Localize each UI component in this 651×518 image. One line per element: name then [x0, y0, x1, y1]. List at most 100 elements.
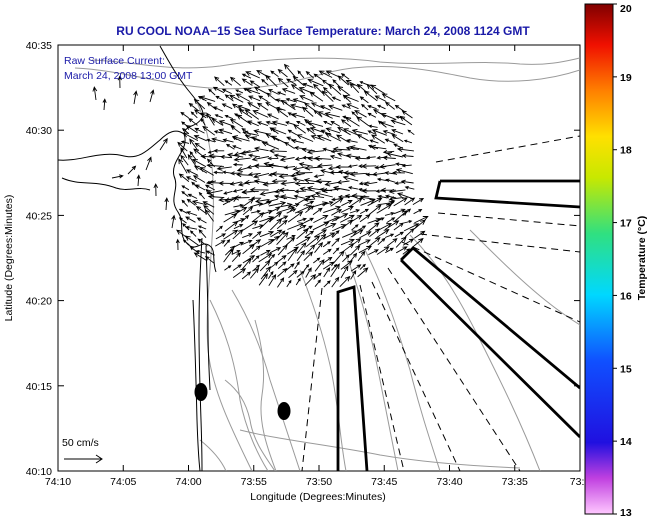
beam-line [419, 233, 580, 253]
current-vector [323, 205, 342, 214]
current-vector [259, 230, 275, 238]
current-vector [322, 200, 334, 206]
current-vector [285, 237, 296, 246]
current-vector [277, 261, 287, 270]
current-vector [181, 185, 190, 191]
current-vector [252, 110, 269, 118]
current-vector [347, 164, 358, 169]
x-tick-label: 73:40 [436, 476, 462, 488]
current-vector [222, 197, 238, 206]
current-vector [277, 69, 288, 78]
current-vector [368, 249, 379, 256]
current-vector [351, 128, 368, 135]
current-vector [193, 98, 206, 110]
current-vector [332, 250, 345, 264]
current-vector [400, 179, 414, 185]
current-vector [267, 156, 279, 161]
current-vector [393, 197, 408, 207]
current-vector [340, 206, 354, 213]
current-vector [193, 134, 207, 142]
current-vector [354, 155, 369, 161]
current-vector [251, 212, 265, 223]
current-vector [286, 208, 297, 214]
current-vector [253, 146, 269, 152]
current-vector [186, 198, 196, 206]
current-vector [312, 83, 324, 95]
current-vector [342, 94, 359, 102]
current-vector [276, 108, 289, 118]
current-vector [376, 203, 393, 214]
current-vector [253, 129, 268, 135]
current-vector [330, 263, 340, 278]
current-vector [394, 104, 405, 112]
current-vector [376, 104, 386, 110]
current-vector [196, 217, 207, 224]
current-vector [402, 238, 415, 246]
current-vector [267, 89, 279, 95]
current-vector [323, 120, 333, 126]
current-vector [349, 145, 367, 151]
current-vector [290, 84, 306, 94]
current-vector [323, 280, 331, 288]
current-vector [241, 258, 252, 270]
current-vector [391, 134, 404, 143]
beam-line [371, 281, 461, 471]
current-vector [258, 273, 269, 286]
current-vector [221, 103, 233, 110]
current-vector [267, 253, 276, 262]
current-vector [268, 200, 287, 207]
current-vector [216, 165, 232, 171]
current-vector [310, 134, 325, 141]
current-vector [391, 128, 404, 135]
current-vector [347, 186, 358, 190]
current-vector [331, 96, 341, 102]
current-vector [357, 267, 369, 278]
current-vector [360, 199, 376, 206]
current-vector [178, 158, 188, 174]
current-vector [359, 214, 371, 223]
current-vector [331, 209, 343, 216]
current-vector [384, 220, 400, 230]
current-vector [349, 82, 360, 94]
current-vector [306, 127, 316, 135]
current-vector [249, 187, 269, 193]
x-tick-label: 73:35 [502, 476, 528, 488]
current-vector [242, 255, 256, 264]
current-vector [268, 274, 277, 286]
current-vector [200, 153, 216, 160]
current-vector [413, 208, 423, 215]
current-vector [286, 279, 292, 288]
current-vector [270, 127, 287, 135]
current-vector [414, 216, 429, 224]
current-vector [315, 233, 327, 246]
beam-line [359, 284, 405, 471]
current-vector [215, 233, 227, 240]
current-vector [241, 189, 259, 195]
current-vector [303, 251, 314, 262]
current-vector [324, 133, 342, 142]
current-vector [208, 88, 216, 96]
current-vector [395, 168, 413, 175]
current-vector [374, 95, 387, 102]
current-vector [384, 101, 395, 110]
current-vector [317, 111, 333, 119]
current-vector [384, 211, 395, 216]
current-vector [185, 125, 198, 134]
current-vector [277, 91, 286, 96]
current-vector [218, 128, 233, 135]
coast-inlet [61, 177, 151, 191]
current-vector [211, 118, 224, 126]
current-vector [232, 145, 242, 150]
current-vector [259, 216, 273, 230]
current-vector [304, 118, 315, 128]
current-vector [249, 80, 261, 88]
current-vector [241, 78, 253, 86]
x-tick-label: 73:50 [306, 476, 332, 488]
current-vector [366, 155, 376, 160]
current-vector [267, 163, 288, 169]
current-vector [350, 229, 364, 238]
scale-arrow [64, 454, 103, 464]
current-vector [296, 242, 307, 254]
current-vector [392, 170, 405, 176]
current-vector [393, 222, 405, 231]
